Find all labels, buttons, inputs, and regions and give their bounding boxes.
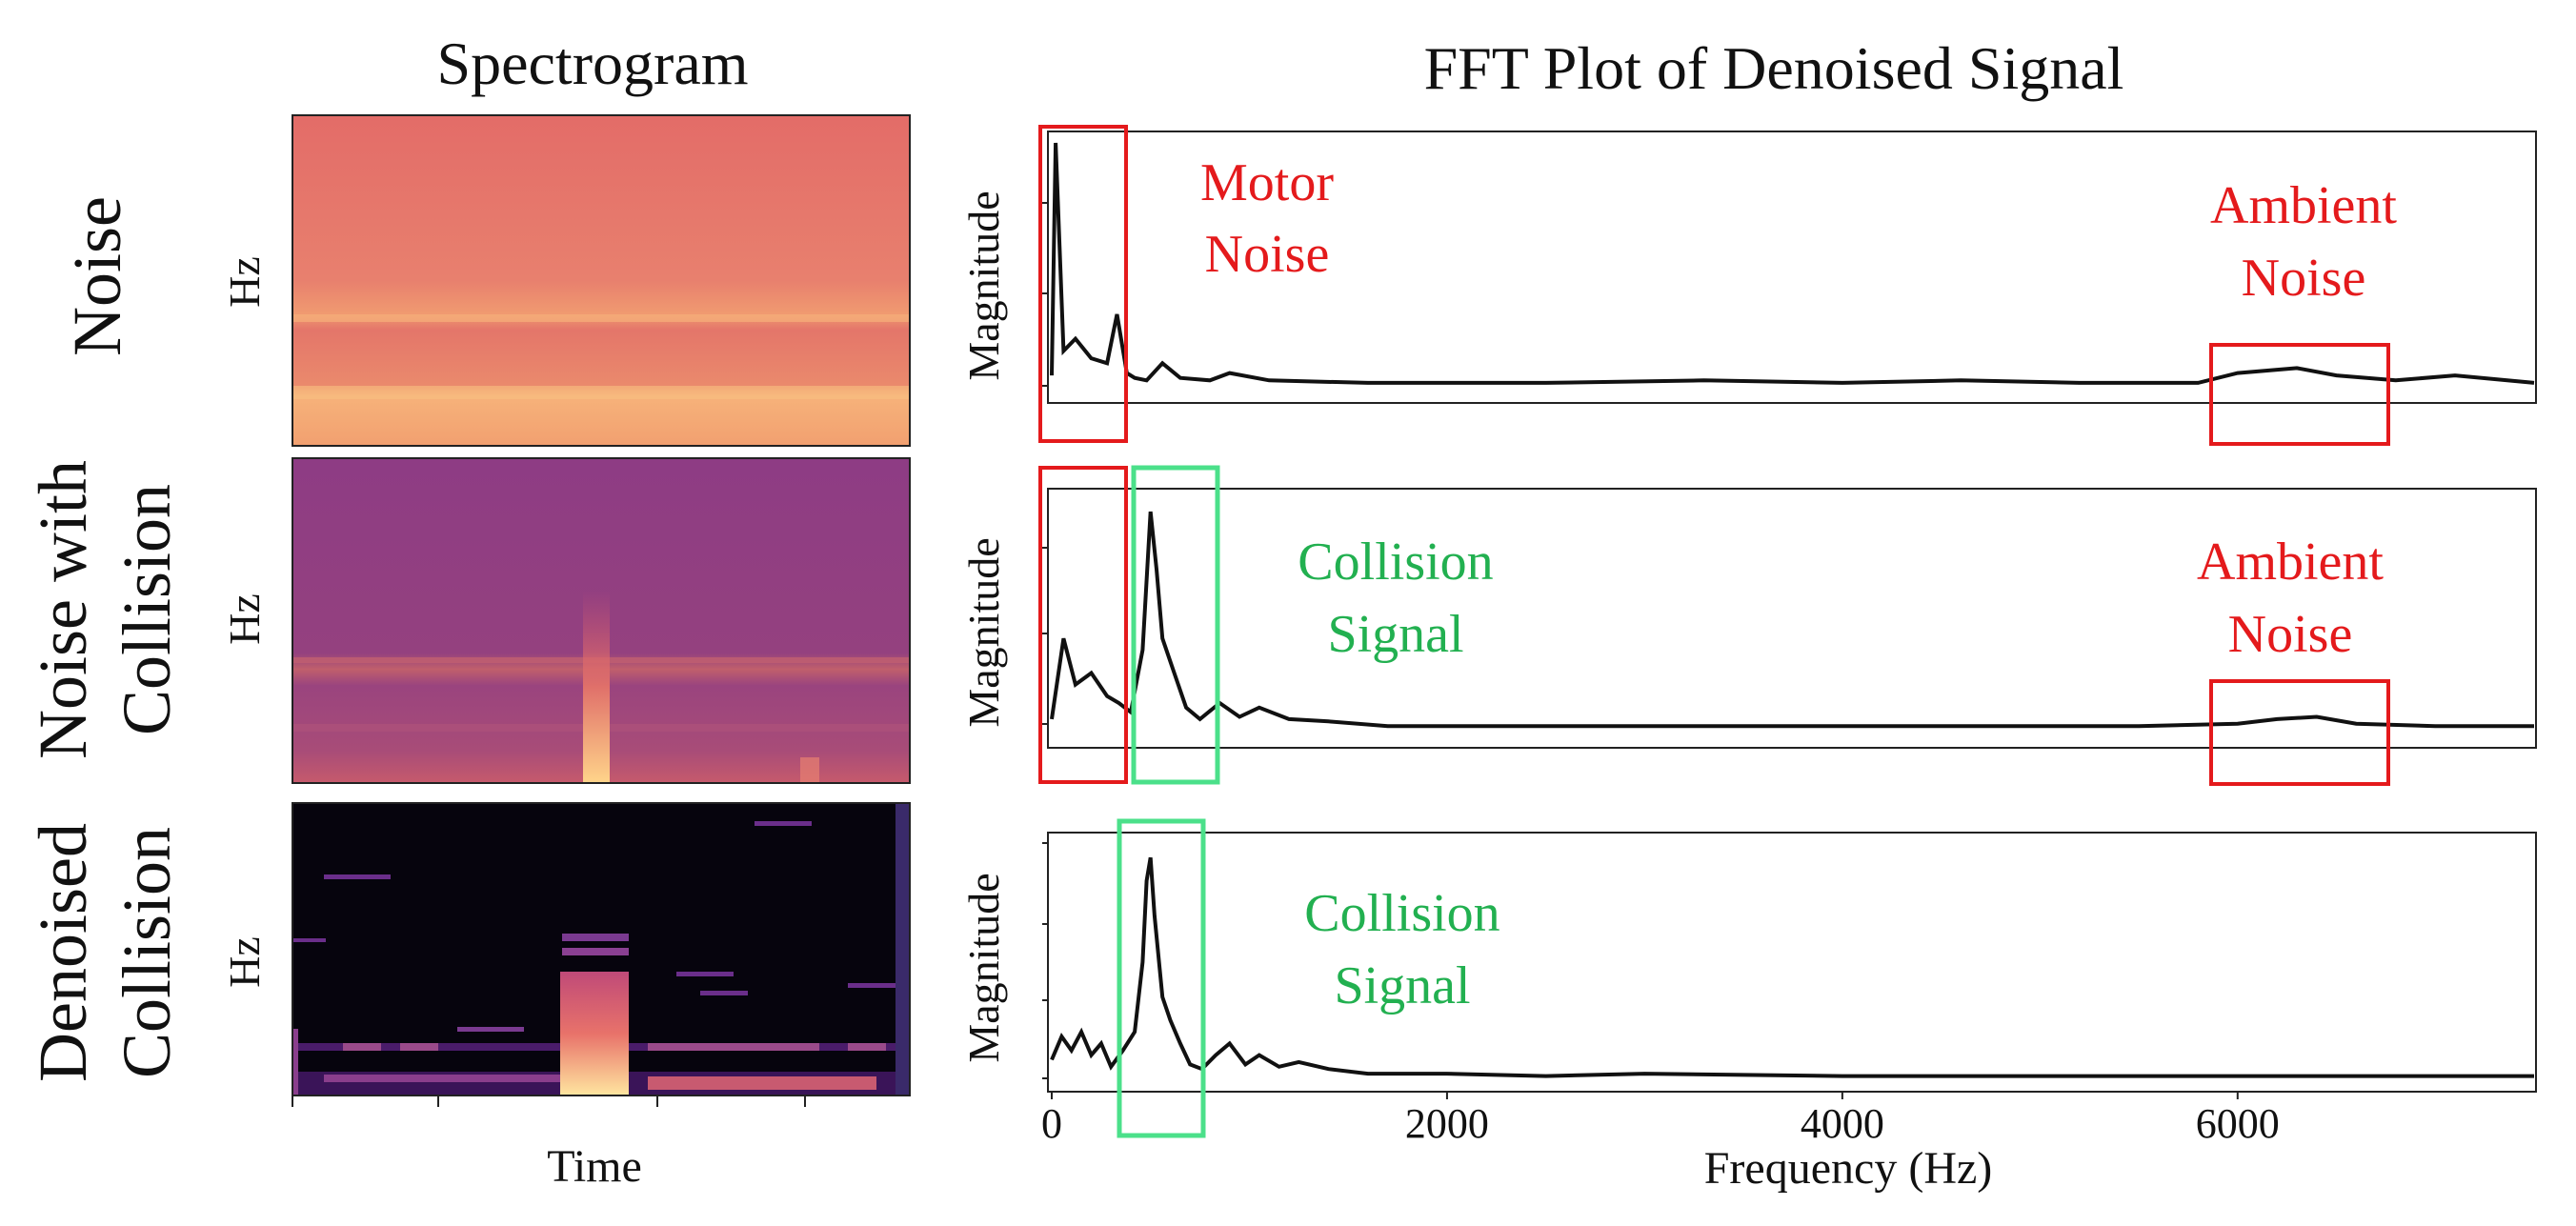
svg-text:Noise with: Noise with — [25, 460, 101, 759]
fft-line-noise — [1050, 142, 2535, 385]
fft-yticks — [1042, 202, 1048, 1079]
row-label-noise-with-collision: Noise with Collision — [25, 460, 185, 759]
motor-noise-label-l2: Noise — [1205, 225, 1330, 284]
ambient-noise-box-1 — [2209, 343, 2390, 446]
spectrogram-denoised-collision — [292, 802, 911, 1096]
svg-text:Denoised: Denoised — [25, 823, 101, 1082]
svg-text:Collision: Collision — [109, 827, 185, 1078]
motor-noise-box-1 — [1038, 125, 1128, 443]
fft-line-denoised-collision — [1050, 856, 2534, 1078]
fft-xtick-label: 2000 — [1405, 1100, 1489, 1147]
fft-panel-3-frame — [1047, 832, 2537, 1093]
fft-xticks: 0 2000 4000 6000 — [1041, 1092, 2280, 1147]
fft-title: FFT Plot of Denoised Signal — [1424, 34, 2124, 102]
motor-noise-label-l1: Motor — [1200, 153, 1334, 212]
spectro-time-axis — [292, 1095, 806, 1107]
collision-signal-label-2-l2: Signal — [1327, 605, 1463, 664]
fft-xtick-label: 4000 — [1801, 1100, 1884, 1147]
motor-noise-box-2 — [1038, 466, 1128, 784]
spectro-ylabel-1: Hz — [220, 256, 269, 308]
fft-xlabel: Frequency (Hz) — [1704, 1143, 1993, 1194]
fft-ylabel-1: Magnitude — [959, 191, 1008, 380]
spectro-xlabel: Time — [547, 1141, 642, 1192]
row-label-denoised-collision: Denoised Collision — [25, 823, 185, 1082]
fft-xtick-label: 6000 — [2196, 1100, 2280, 1147]
collision-signal-box-2 — [1131, 465, 1220, 785]
row-label-noise: Noise — [59, 196, 135, 356]
spectro-ylabel-3: Hz — [220, 936, 269, 988]
spectrogram-noise-with-collision — [292, 457, 911, 784]
fft-line-noise-with-collision — [1050, 511, 2534, 729]
fft-xtick-label: 0 — [1041, 1100, 1062, 1147]
collision-signal-label-3-l2: Signal — [1334, 956, 1470, 1015]
collision-signal-label-3-l1: Collision — [1304, 884, 1499, 943]
ambient-noise-box-2 — [2209, 679, 2390, 786]
svg-text:Collision: Collision — [109, 484, 185, 735]
fft-panel-1-frame — [1047, 131, 2537, 404]
ambient-noise-label-2-l1: Ambient — [2197, 533, 2384, 592]
spectrogram-noise — [292, 114, 911, 447]
ambient-noise-label-2-l2: Noise — [2228, 605, 2353, 664]
spectro-ylabel-2: Hz — [220, 593, 269, 645]
fft-panel-2-frame — [1047, 488, 2537, 749]
collision-signal-label-2-l1: Collision — [1298, 533, 1493, 592]
spectrogram-title: Spectrogram — [437, 30, 749, 97]
fft-ylabel-2: Magnitude — [959, 537, 1008, 727]
denoised-burst — [560, 972, 629, 1095]
svg-text:Noise: Noise — [59, 196, 135, 356]
ambient-noise-label-1-l2: Noise — [2242, 249, 2366, 308]
ambient-noise-label-1-l1: Ambient — [2210, 176, 2397, 235]
collision-burst — [583, 591, 610, 783]
collision-signal-box-3 — [1117, 818, 1206, 1138]
fft-ylabel-3: Magnitude — [959, 873, 1008, 1062]
